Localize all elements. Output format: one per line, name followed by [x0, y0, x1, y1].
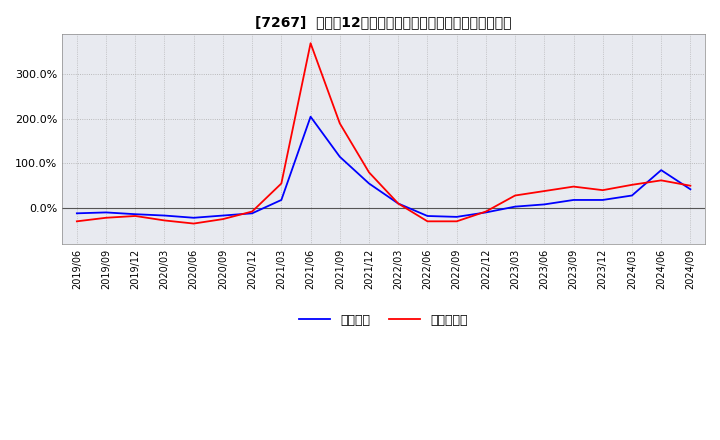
経常利益 — [306, 114, 315, 119]
当期純利益 — [423, 219, 432, 224]
当期純利益 — [510, 193, 519, 198]
経常利益 — [131, 212, 140, 217]
経常利益 — [189, 215, 198, 220]
当期純利益 — [160, 218, 168, 223]
当期純利益 — [248, 209, 256, 214]
当期純利益 — [482, 209, 490, 214]
経常利益 — [394, 201, 402, 206]
経常利益 — [570, 197, 578, 202]
Line: 当期純利益: 当期純利益 — [77, 43, 690, 224]
経常利益 — [598, 197, 607, 202]
当期純利益 — [686, 183, 695, 188]
当期純利益 — [394, 201, 402, 206]
経常利益 — [102, 210, 110, 215]
当期純利益 — [628, 182, 636, 187]
当期純利益 — [219, 216, 228, 222]
当期純利益 — [131, 213, 140, 219]
Title: [7267]  利益だ12か月移動合計の対前年同期増減率の推移: [7267] 利益だ12か月移動合計の対前年同期増減率の推移 — [256, 15, 512, 29]
当期純利益 — [277, 181, 286, 186]
Line: 経常利益: 経常利益 — [77, 117, 690, 218]
経常利益 — [365, 181, 374, 186]
当期純利益 — [657, 178, 665, 183]
経常利益 — [686, 187, 695, 192]
経常利益 — [452, 214, 461, 220]
経常利益 — [248, 211, 256, 216]
経常利益 — [657, 168, 665, 173]
当期純利益 — [73, 219, 81, 224]
経常利益 — [628, 193, 636, 198]
当期純利益 — [570, 184, 578, 189]
当期純利益 — [336, 121, 344, 126]
当期純利益 — [102, 215, 110, 220]
経常利益 — [482, 210, 490, 215]
経常利益 — [336, 154, 344, 159]
当期純利益 — [452, 219, 461, 224]
Legend: 経常利益, 当期純利益: 経常利益, 当期純利益 — [294, 308, 473, 331]
経常利益 — [73, 211, 81, 216]
経常利益 — [219, 213, 228, 218]
経常利益 — [540, 202, 549, 207]
経常利益 — [510, 204, 519, 209]
当期純利益 — [540, 188, 549, 194]
当期純利益 — [598, 187, 607, 193]
経常利益 — [277, 197, 286, 202]
当期純利益 — [189, 221, 198, 226]
経常利益 — [423, 213, 432, 219]
経常利益 — [160, 213, 168, 218]
当期純利益 — [365, 170, 374, 175]
当期純利益 — [306, 40, 315, 46]
